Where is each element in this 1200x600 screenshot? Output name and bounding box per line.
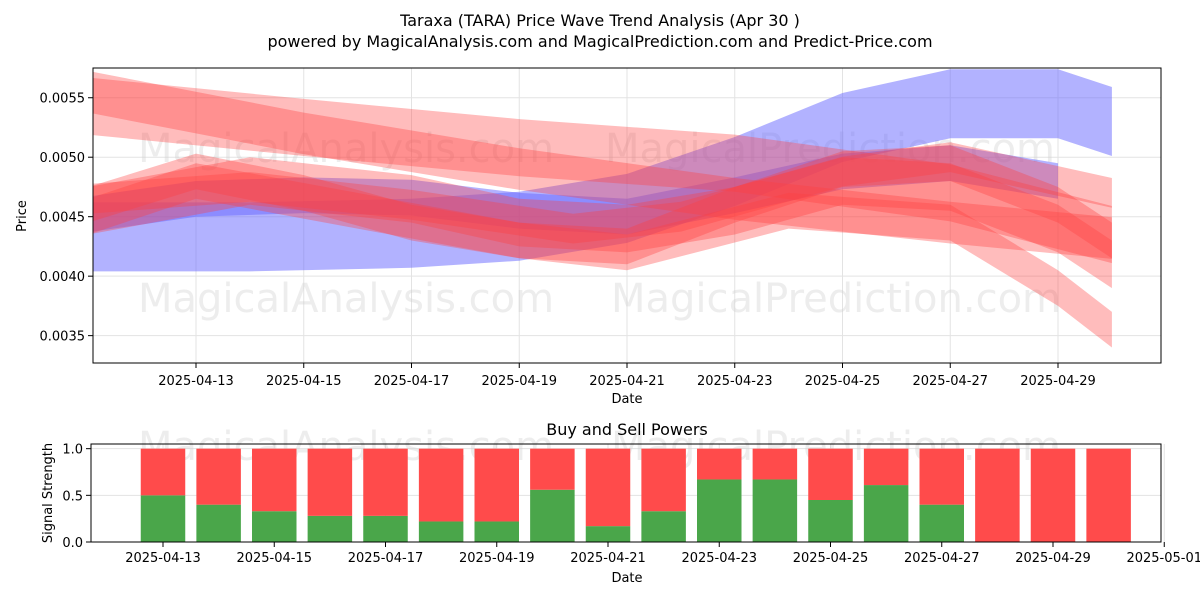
buy-bar bbox=[530, 489, 575, 542]
power-x-tick-label: 2025-04-15 bbox=[236, 551, 312, 566]
buy-bar bbox=[919, 504, 964, 542]
power-plot-frame bbox=[90, 443, 1162, 543]
price-band-red-6 bbox=[93, 163, 1112, 348]
power-x-tick-label: 2025-04-23 bbox=[681, 551, 757, 566]
buy-bar bbox=[418, 521, 464, 542]
sell-bar bbox=[752, 448, 798, 480]
price-band-red-3 bbox=[93, 71, 1112, 259]
sell-bar bbox=[975, 448, 1020, 542]
power-x-tick-label: 2025-04-17 bbox=[348, 551, 424, 566]
price-x-tick-label: 2025-04-25 bbox=[805, 374, 881, 389]
price-x-tick-label: 2025-04-27 bbox=[912, 374, 988, 389]
power-x-tick-label: 2025-04-19 bbox=[459, 551, 535, 566]
power-y-tick-label: 0.0 bbox=[62, 536, 83, 551]
sell-bar bbox=[697, 448, 742, 480]
buy-bar bbox=[641, 511, 686, 542]
sell-bar bbox=[1086, 448, 1131, 542]
price-x-tick-label: 2025-04-29 bbox=[1020, 374, 1096, 389]
sell-bar bbox=[474, 448, 519, 522]
price-band-red-5 bbox=[93, 145, 1112, 265]
sell-bar bbox=[585, 448, 631, 527]
price-y-tick-label: 0.0055 bbox=[40, 92, 86, 107]
buy-bar bbox=[307, 515, 353, 542]
price-bands bbox=[93, 69, 1112, 348]
power-x-tick-label: 2025-05-01 bbox=[1126, 551, 1200, 566]
chart-subtitle: powered by MagicalAnalysis.com and Magic… bbox=[267, 32, 932, 51]
sell-bar bbox=[252, 448, 297, 512]
power-x-tick-label: 2025-04-27 bbox=[904, 551, 980, 566]
power-y-tick-label: 0.5 bbox=[62, 489, 83, 504]
sell-bar bbox=[1030, 448, 1076, 542]
sell-bar bbox=[418, 448, 464, 522]
power-y-axis-label: Signal Strength bbox=[41, 443, 56, 543]
power-x-tick-label: 2025-04-25 bbox=[793, 551, 869, 566]
price-x-axis-label: Date bbox=[611, 392, 642, 407]
price-band-red-2 bbox=[93, 77, 1112, 264]
buy-bar bbox=[474, 521, 519, 542]
sell-bar bbox=[530, 448, 575, 490]
price-x-tick-label: 2025-04-23 bbox=[697, 374, 773, 389]
power-x-tick-label: 2025-04-29 bbox=[1015, 551, 1091, 566]
power-x-tick-label: 2025-04-13 bbox=[125, 551, 201, 566]
buy-bar bbox=[752, 479, 798, 542]
sell-bar bbox=[808, 448, 853, 500]
watermark-analysis-top: MagicalAnalysis.com bbox=[138, 126, 554, 172]
price-y-tick-label: 0.0040 bbox=[40, 270, 86, 285]
power-chart-title: Buy and Sell Powers bbox=[546, 420, 708, 439]
sell-bar bbox=[363, 448, 408, 516]
chart-title: Taraxa (TARA) Price Wave Trend Analysis … bbox=[399, 11, 800, 30]
sell-bar bbox=[641, 448, 686, 512]
price-band-red-7 bbox=[93, 142, 1112, 244]
watermark-analysis-mid: MagicalAnalysis.com bbox=[138, 276, 554, 322]
buy-bar bbox=[140, 495, 186, 542]
buy-bar bbox=[196, 504, 241, 542]
watermark-prediction-mid: MagicalPrediction.com bbox=[611, 276, 1061, 322]
buy-bar bbox=[252, 511, 297, 542]
price-x-tick-label: 2025-04-13 bbox=[158, 374, 234, 389]
sell-bar bbox=[140, 448, 186, 496]
price-y-tick-label: 0.0045 bbox=[40, 211, 86, 226]
price-y-axis-label: Price bbox=[15, 200, 30, 232]
power-x-axis-label: Date bbox=[611, 571, 642, 586]
price-band-blue-1 bbox=[93, 145, 1058, 235]
price-x-tick-label: 2025-04-17 bbox=[374, 374, 450, 389]
power-x-tick-label: 2025-04-21 bbox=[570, 551, 646, 566]
price-x-tick-label: 2025-04-21 bbox=[589, 374, 665, 389]
price-x-tick-label: 2025-04-15 bbox=[266, 374, 342, 389]
buy-bar bbox=[585, 526, 631, 542]
price-x-tick-label: 2025-04-19 bbox=[481, 374, 557, 389]
buy-bar bbox=[863, 485, 909, 542]
buy-bar bbox=[697, 479, 742, 542]
price-y-tick-label: 0.0035 bbox=[40, 330, 86, 345]
sell-bar bbox=[919, 448, 964, 505]
sell-bar bbox=[863, 448, 909, 486]
price-band-red-4 bbox=[93, 157, 1112, 289]
sell-bar bbox=[196, 448, 241, 505]
price-y-tick-label: 0.0050 bbox=[40, 151, 86, 166]
buy-bar bbox=[808, 500, 853, 542]
sell-bar bbox=[307, 448, 353, 516]
buy-bar bbox=[363, 515, 408, 542]
power-y-tick-label: 1.0 bbox=[62, 443, 83, 458]
price-band-blue-0 bbox=[93, 69, 1112, 272]
